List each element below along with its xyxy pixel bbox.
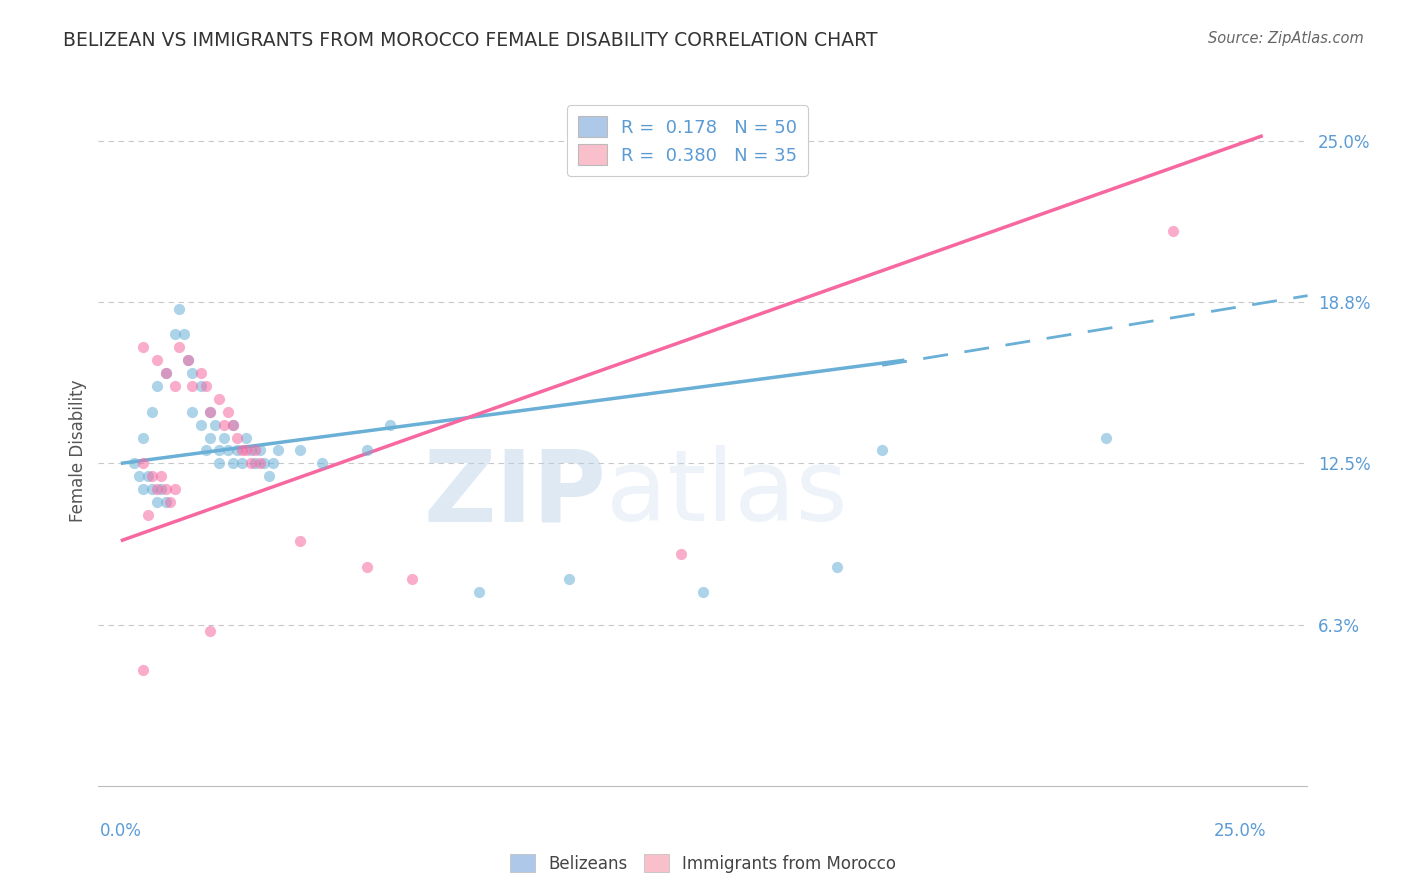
Point xyxy=(208,456,231,470)
Point xyxy=(200,405,222,419)
Point xyxy=(235,443,257,458)
Point xyxy=(262,456,284,470)
Point xyxy=(141,482,163,496)
Point xyxy=(401,573,423,587)
Point xyxy=(243,456,266,470)
Point xyxy=(243,443,266,458)
Y-axis label: Female Disability: Female Disability xyxy=(69,379,87,522)
Point xyxy=(132,482,155,496)
Point xyxy=(249,456,271,470)
Point xyxy=(190,379,212,393)
Point xyxy=(173,327,195,342)
Point xyxy=(669,547,692,561)
Point xyxy=(181,379,204,393)
Point xyxy=(1095,431,1118,445)
Point xyxy=(692,585,714,599)
Point xyxy=(145,495,167,509)
Point xyxy=(190,366,212,380)
Point xyxy=(155,495,177,509)
Point xyxy=(141,469,163,483)
Point xyxy=(468,585,491,599)
Point xyxy=(212,431,235,445)
Point xyxy=(132,340,155,354)
Point xyxy=(136,469,159,483)
Legend: Belizeans, Immigrants from Morocco: Belizeans, Immigrants from Morocco xyxy=(503,847,903,880)
Point xyxy=(356,443,378,458)
Point xyxy=(239,443,262,458)
Point xyxy=(155,366,177,380)
Point xyxy=(222,456,245,470)
Point xyxy=(231,456,253,470)
Point xyxy=(167,301,190,316)
Point xyxy=(208,443,231,458)
Point xyxy=(122,456,145,470)
Point xyxy=(194,443,217,458)
Point xyxy=(181,366,204,380)
Point xyxy=(163,482,186,496)
Point xyxy=(257,469,280,483)
Point xyxy=(200,431,222,445)
Point xyxy=(155,366,177,380)
Point xyxy=(145,482,167,496)
Point xyxy=(150,482,173,496)
Point xyxy=(200,405,222,419)
Point xyxy=(249,443,271,458)
Point xyxy=(226,431,249,445)
Point xyxy=(222,417,245,432)
Text: atlas: atlas xyxy=(606,445,848,542)
Point xyxy=(181,405,204,419)
Point xyxy=(159,495,181,509)
Point xyxy=(226,443,249,458)
Point xyxy=(311,456,333,470)
Point xyxy=(132,663,155,677)
Point xyxy=(128,469,150,483)
Point xyxy=(356,559,378,574)
Point xyxy=(177,353,200,368)
Point xyxy=(163,327,186,342)
Point xyxy=(208,392,231,406)
Point xyxy=(177,353,200,368)
Point xyxy=(235,431,257,445)
Point xyxy=(145,353,167,368)
Point xyxy=(212,417,235,432)
Point xyxy=(132,456,155,470)
Point xyxy=(231,443,253,458)
Text: ZIP: ZIP xyxy=(423,445,606,542)
Point xyxy=(222,417,245,432)
Legend: R =  0.178   N = 50, R =  0.380   N = 35: R = 0.178 N = 50, R = 0.380 N = 35 xyxy=(567,105,808,176)
Point xyxy=(1161,224,1184,238)
Point xyxy=(194,379,217,393)
Point xyxy=(253,456,276,470)
Point xyxy=(136,508,159,522)
Point xyxy=(200,624,222,639)
Point xyxy=(155,482,177,496)
Point xyxy=(827,559,849,574)
Point xyxy=(204,417,226,432)
Point xyxy=(132,431,155,445)
Point xyxy=(217,405,239,419)
Point xyxy=(557,573,579,587)
Point xyxy=(150,469,173,483)
Point xyxy=(288,443,311,458)
Text: BELIZEAN VS IMMIGRANTS FROM MOROCCO FEMALE DISABILITY CORRELATION CHART: BELIZEAN VS IMMIGRANTS FROM MOROCCO FEMA… xyxy=(63,31,877,50)
Point xyxy=(870,443,893,458)
Point xyxy=(141,405,163,419)
Text: Source: ZipAtlas.com: Source: ZipAtlas.com xyxy=(1208,31,1364,46)
Point xyxy=(378,417,401,432)
Point xyxy=(217,443,239,458)
Point xyxy=(190,417,212,432)
Point xyxy=(163,379,186,393)
Point xyxy=(145,379,167,393)
Point xyxy=(167,340,190,354)
Point xyxy=(239,456,262,470)
Point xyxy=(288,533,311,548)
Point xyxy=(266,443,288,458)
